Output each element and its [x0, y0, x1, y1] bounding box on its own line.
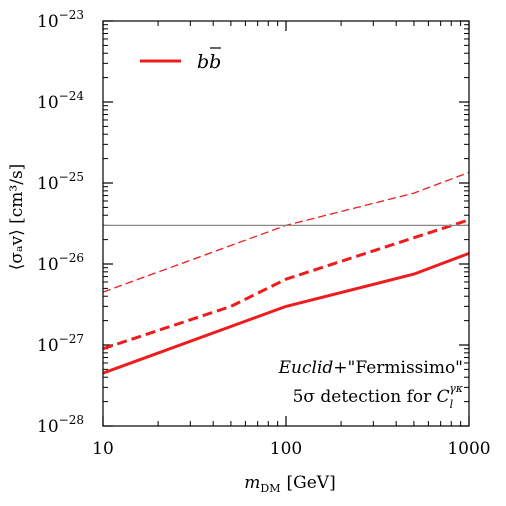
annotation-line-1: Euclid+"Fermissimo"	[278, 358, 463, 378]
x-tick-label: 1000	[447, 439, 490, 459]
series-layer	[102, 171, 470, 375]
annotation: Euclid+"Fermissimo" 5σ detection for Clγ…	[278, 358, 464, 411]
x-axis-title: mDM [GeV]	[244, 473, 335, 495]
y-tick-label: 10−23	[37, 8, 84, 32]
y-tick-label: 10−28	[37, 413, 84, 437]
x-tick-label: 10	[92, 439, 114, 459]
series-line-solid	[102, 251, 470, 375]
series-line-dashed-thick	[102, 218, 470, 351]
y-tick-label: 10−25	[37, 170, 84, 194]
series-line-dashed-thin	[102, 171, 470, 293]
y-tick-label: 10−27	[37, 332, 84, 356]
y-axis-ticks	[103, 20, 469, 427]
legend: bb	[140, 47, 221, 73]
legend-label: bb	[197, 51, 221, 73]
y-tick-label: 10−24	[37, 89, 84, 113]
annotation-line-2: 5σ detection for Clγκ	[293, 382, 464, 411]
y-tick-label: 10−26	[37, 251, 84, 275]
x-axis-tick-labels: 10 100 1000	[92, 439, 490, 459]
x-tick-label: 100	[270, 439, 302, 459]
plot-frame	[102, 20, 470, 427]
y-axis-title: ⟨σₐv⟩ [cm³/s]	[7, 164, 27, 271]
y-axis-tick-labels: 10−28 10−27 10−26 10−25 10−24 10−23	[37, 8, 84, 437]
